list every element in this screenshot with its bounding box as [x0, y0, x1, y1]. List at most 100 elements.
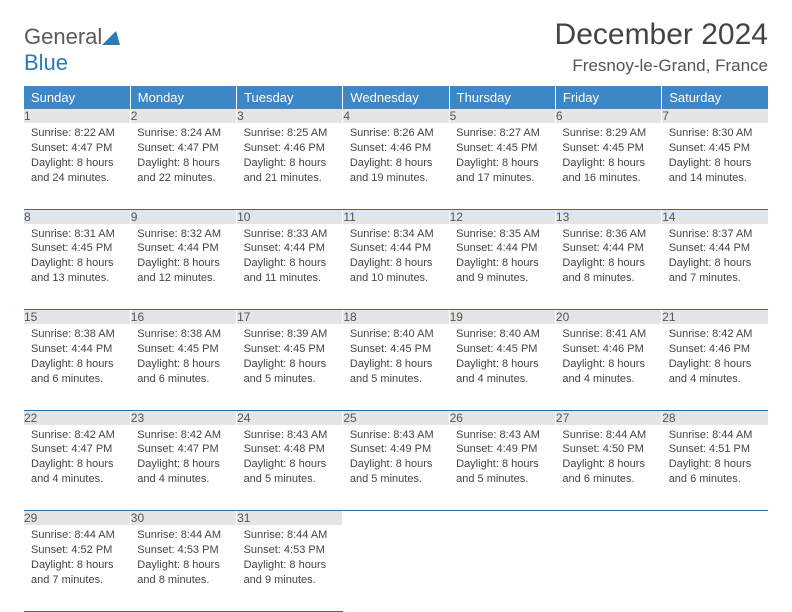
- day-header: Thursday: [449, 86, 555, 109]
- daylight-text: Daylight: 8 hours and 10 minutes.: [350, 256, 442, 286]
- daylight-text: Daylight: 8 hours and 5 minutes.: [244, 457, 336, 487]
- day-cell: Sunrise: 8:44 AMSunset: 4:53 PMDaylight:…: [130, 525, 236, 592]
- sunrise-text: Sunrise: 8:39 AM: [244, 327, 336, 342]
- day-header: Wednesday: [343, 86, 449, 109]
- day-number: 13: [555, 209, 661, 224]
- day-cell: Sunrise: 8:33 AMSunset: 4:44 PMDaylight:…: [237, 224, 343, 291]
- sunset-text: Sunset: 4:53 PM: [244, 543, 336, 558]
- daylight-text: Daylight: 8 hours and 21 minutes.: [244, 156, 336, 186]
- sunrise-text: Sunrise: 8:40 AM: [456, 327, 548, 342]
- daylight-text: Daylight: 8 hours and 4 minutes.: [562, 357, 654, 387]
- sunrise-text: Sunrise: 8:37 AM: [669, 227, 761, 242]
- day-number: 16: [130, 310, 236, 325]
- day-number: 4: [343, 109, 449, 123]
- sunrise-text: Sunrise: 8:42 AM: [31, 428, 123, 443]
- daylight-text: Daylight: 8 hours and 13 minutes.: [31, 256, 123, 286]
- daylight-text: Daylight: 8 hours and 11 minutes.: [244, 256, 336, 286]
- day-number: 6: [555, 109, 661, 123]
- sunrise-text: Sunrise: 8:29 AM: [562, 126, 654, 141]
- logo-triangle-icon: [102, 31, 120, 45]
- sunset-text: Sunset: 4:44 PM: [350, 241, 442, 256]
- day-number: 9: [130, 209, 236, 224]
- sunrise-text: Sunrise: 8:26 AM: [350, 126, 442, 141]
- day-number: 27: [555, 410, 661, 425]
- daylight-text: Daylight: 8 hours and 5 minutes.: [350, 457, 442, 487]
- day-cell: Sunrise: 8:38 AMSunset: 4:44 PMDaylight:…: [24, 324, 130, 391]
- daylight-text: Daylight: 8 hours and 4 minutes.: [669, 357, 761, 387]
- title-block: December 2024 Fresnoy-le-Grand, France: [555, 18, 768, 76]
- daylight-text: Daylight: 8 hours and 7 minutes.: [31, 558, 123, 588]
- sunset-text: Sunset: 4:45 PM: [137, 342, 229, 357]
- day-cell: Sunrise: 8:32 AMSunset: 4:44 PMDaylight:…: [130, 224, 236, 291]
- sunset-text: Sunset: 4:45 PM: [669, 141, 761, 156]
- day-number: 29: [24, 511, 130, 526]
- sunrise-text: Sunrise: 8:42 AM: [669, 327, 761, 342]
- sunrise-text: Sunrise: 8:44 AM: [31, 528, 123, 543]
- sunrise-text: Sunrise: 8:22 AM: [31, 126, 123, 141]
- day-number: 25: [343, 410, 449, 425]
- day-number: 30: [130, 511, 236, 526]
- day-cell: Sunrise: 8:42 AMSunset: 4:47 PMDaylight:…: [130, 425, 236, 492]
- sunrise-text: Sunrise: 8:36 AM: [562, 227, 654, 242]
- sunset-text: Sunset: 4:44 PM: [669, 241, 761, 256]
- sunrise-text: Sunrise: 8:32 AM: [137, 227, 229, 242]
- sunset-text: Sunset: 4:45 PM: [244, 342, 336, 357]
- day-cell: Sunrise: 8:41 AMSunset: 4:46 PMDaylight:…: [555, 324, 661, 391]
- daylight-text: Daylight: 8 hours and 8 minutes.: [562, 256, 654, 286]
- sunset-text: Sunset: 4:52 PM: [31, 543, 123, 558]
- daylight-text: Daylight: 8 hours and 16 minutes.: [562, 156, 654, 186]
- day-cell: Sunrise: 8:29 AMSunset: 4:45 PMDaylight:…: [555, 123, 661, 190]
- day-number: 5: [449, 109, 555, 123]
- day-cell: Sunrise: 8:42 AMSunset: 4:47 PMDaylight:…: [24, 425, 130, 492]
- day-number: 19: [449, 310, 555, 325]
- day-cell: Sunrise: 8:38 AMSunset: 4:45 PMDaylight:…: [130, 324, 236, 391]
- daylight-text: Daylight: 8 hours and 5 minutes.: [456, 457, 548, 487]
- day-number: 10: [237, 209, 343, 224]
- daylight-text: Daylight: 8 hours and 6 minutes.: [137, 357, 229, 387]
- sunset-text: Sunset: 4:46 PM: [244, 141, 336, 156]
- day-cell: Sunrise: 8:44 AMSunset: 4:52 PMDaylight:…: [24, 525, 130, 592]
- sunrise-text: Sunrise: 8:43 AM: [350, 428, 442, 443]
- sunset-text: Sunset: 4:47 PM: [31, 442, 123, 457]
- day-cell: Sunrise: 8:43 AMSunset: 4:49 PMDaylight:…: [449, 425, 555, 492]
- sunrise-text: Sunrise: 8:30 AM: [669, 126, 761, 141]
- sunset-text: Sunset: 4:44 PM: [456, 241, 548, 256]
- daylight-text: Daylight: 8 hours and 17 minutes.: [456, 156, 548, 186]
- sunset-text: Sunset: 4:44 PM: [244, 241, 336, 256]
- sunrise-text: Sunrise: 8:40 AM: [350, 327, 442, 342]
- sunset-text: Sunset: 4:45 PM: [350, 342, 442, 357]
- daylight-text: Daylight: 8 hours and 7 minutes.: [669, 256, 761, 286]
- day-cell: Sunrise: 8:26 AMSunset: 4:46 PMDaylight:…: [343, 123, 449, 190]
- day-number: 21: [662, 310, 768, 325]
- sunset-text: Sunset: 4:44 PM: [137, 241, 229, 256]
- sunset-text: Sunset: 4:46 PM: [562, 342, 654, 357]
- day-cell: Sunrise: 8:43 AMSunset: 4:49 PMDaylight:…: [343, 425, 449, 492]
- sunrise-text: Sunrise: 8:43 AM: [456, 428, 548, 443]
- daylight-text: Daylight: 8 hours and 14 minutes.: [669, 156, 761, 186]
- calendar-body: 1234567Sunrise: 8:22 AMSunset: 4:47 PMDa…: [24, 109, 768, 611]
- day-number: 23: [130, 410, 236, 425]
- day-cell: Sunrise: 8:25 AMSunset: 4:46 PMDaylight:…: [237, 123, 343, 190]
- sunrise-text: Sunrise: 8:25 AM: [244, 126, 336, 141]
- day-number: 2: [130, 109, 236, 123]
- daylight-text: Daylight: 8 hours and 6 minutes.: [31, 357, 123, 387]
- day-cell: Sunrise: 8:27 AMSunset: 4:45 PMDaylight:…: [449, 123, 555, 190]
- day-cell: Sunrise: 8:37 AMSunset: 4:44 PMDaylight:…: [662, 224, 768, 291]
- day-number: 15: [24, 310, 130, 325]
- daylight-text: Daylight: 8 hours and 19 minutes.: [350, 156, 442, 186]
- day-cell: Sunrise: 8:42 AMSunset: 4:46 PMDaylight:…: [662, 324, 768, 391]
- daylight-text: Daylight: 8 hours and 5 minutes.: [350, 357, 442, 387]
- daylight-text: Daylight: 8 hours and 6 minutes.: [562, 457, 654, 487]
- day-cell: Sunrise: 8:39 AMSunset: 4:45 PMDaylight:…: [237, 324, 343, 391]
- logo-part2: Blue: [24, 50, 68, 75]
- sunrise-text: Sunrise: 8:44 AM: [244, 528, 336, 543]
- sunrise-text: Sunrise: 8:24 AM: [137, 126, 229, 141]
- daylight-text: Daylight: 8 hours and 5 minutes.: [244, 357, 336, 387]
- daylight-text: Daylight: 8 hours and 9 minutes.: [456, 256, 548, 286]
- daylight-text: Daylight: 8 hours and 9 minutes.: [244, 558, 336, 588]
- day-header: Friday: [555, 86, 661, 109]
- daylight-text: Daylight: 8 hours and 4 minutes.: [456, 357, 548, 387]
- day-cell: Sunrise: 8:22 AMSunset: 4:47 PMDaylight:…: [24, 123, 130, 190]
- day-header: Saturday: [662, 86, 768, 109]
- day-cell: Sunrise: 8:24 AMSunset: 4:47 PMDaylight:…: [130, 123, 236, 190]
